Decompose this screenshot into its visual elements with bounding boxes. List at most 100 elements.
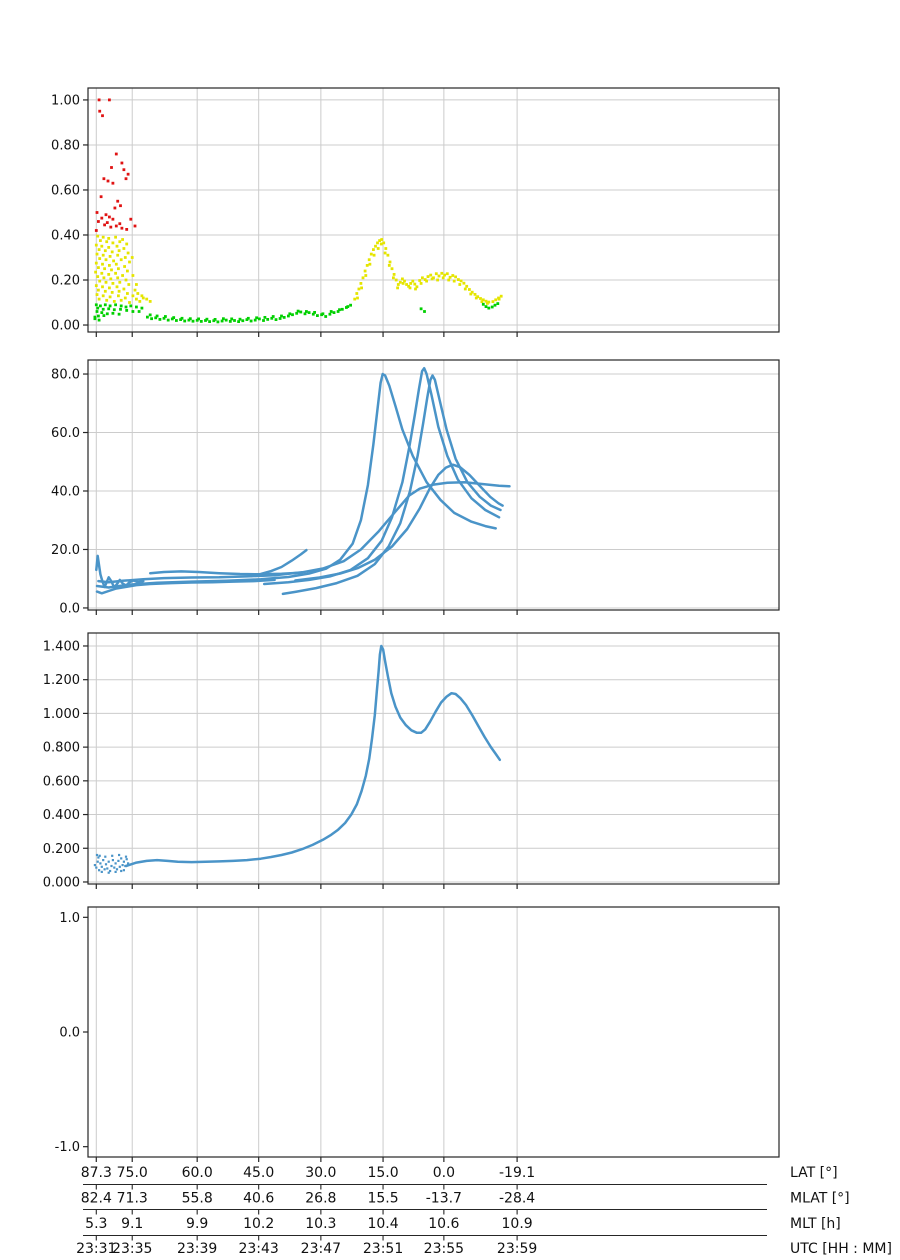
rot-mid-point [360, 286, 363, 290]
ne-noise-point [100, 865, 103, 868]
rot-mid-point [101, 235, 105, 239]
rot-low-point [162, 316, 166, 320]
rot-low-point [311, 312, 315, 316]
y-tick-label: 0.200 [43, 842, 80, 857]
rot-low-point [336, 310, 340, 313]
rot-low-point [423, 310, 426, 313]
bottom-axis: 87.3 75.0 60.0 45.0 30.0 15.0 0.0 -19.1 LAT [°] 8… [76, 1165, 892, 1257]
rot-low-point [496, 302, 500, 305]
rot-mid-point [98, 257, 102, 260]
rot-high-point [95, 211, 99, 214]
rot-mid-point [499, 294, 503, 298]
rot-mid-point [491, 300, 495, 303]
rot-mid-point [403, 279, 406, 283]
rot-low-point [125, 309, 129, 312]
rot-mid-point [437, 274, 441, 278]
rot-mid-point [429, 273, 433, 277]
rot-mid-point [108, 255, 112, 258]
rot-low-point [180, 316, 184, 320]
rot-mid-point [141, 296, 145, 300]
rot-mid-point [365, 264, 369, 267]
y-tick-label: 1.00 [51, 93, 80, 108]
rot-mid-point [458, 283, 462, 286]
rot-mid-point [386, 253, 390, 257]
axis-row-value-2-1: 9.1 [121, 1216, 143, 1232]
rot-mid-point [100, 244, 104, 248]
ne-noise-point [93, 864, 96, 867]
rot-low-point [155, 314, 159, 318]
rot-low-point [97, 314, 100, 318]
rot-mid-point [135, 297, 138, 301]
rot-mid-point [107, 273, 111, 276]
rot-mid-point [443, 273, 446, 277]
rot-mid-point [457, 278, 460, 281]
rot-mid-point [378, 239, 381, 242]
axis-row-value-2-2: 9.9 [186, 1216, 208, 1232]
rot-low-point [137, 310, 141, 313]
rot-low-point [191, 319, 195, 323]
rot-mid-point [98, 279, 102, 283]
rot-low-point [278, 317, 282, 320]
rot-mid-point [382, 241, 386, 245]
axis-row-label-3: UTC [HH : MM] [790, 1241, 892, 1257]
tec-track-broad49 [294, 463, 504, 582]
panel-4: -1.0 0.0 1.0 [55, 906, 780, 1162]
rot-low-point [329, 310, 333, 313]
rot-low-point [338, 308, 341, 312]
axis-row-value-2-7: 10.9 [502, 1216, 533, 1232]
rot-mid-point [111, 241, 115, 245]
y-tick-label: 0.400 [43, 808, 80, 823]
ne-noise-point [100, 870, 103, 873]
rot-mid-point [374, 244, 377, 248]
rot-low-point [484, 305, 488, 308]
rot-high-point [94, 229, 98, 232]
rot-mid-point [107, 237, 111, 240]
ne-noise-point [118, 853, 121, 857]
tec-track-plateau42 [97, 480, 511, 584]
rot-mid-point [479, 297, 482, 300]
panel-series [93, 644, 502, 874]
rot-mid-point [413, 282, 417, 286]
rot-mid-point [407, 284, 410, 288]
rot-mid-point [130, 256, 134, 259]
rot-mid-point [468, 288, 471, 291]
rot-mid-point [117, 289, 121, 293]
axis-row-value-1-7: -28.4 [499, 1191, 535, 1207]
ne-noise-point [115, 868, 119, 871]
rot-mid-point [430, 277, 434, 281]
rot-low-point [296, 309, 300, 313]
rot-mid-point [441, 276, 445, 280]
rot-high-point [108, 215, 111, 219]
rot-high-point [116, 199, 120, 203]
rot-mid-point [135, 283, 138, 286]
rot-low-point [349, 303, 352, 307]
axis-row-value-0-1: 75.0 [117, 1165, 148, 1181]
rot-mid-point [125, 242, 129, 246]
rot-high-point [125, 228, 129, 231]
tec-track-upper [148, 570, 304, 576]
rot-mid-point [473, 293, 477, 296]
rot-mid-point [372, 248, 375, 251]
rot-low-point [282, 316, 286, 319]
rot-low-point [102, 314, 106, 317]
rot-mid-point [463, 287, 467, 291]
axis-row-value-3-6: 23:55 [424, 1241, 464, 1257]
rot-mid-point [101, 262, 104, 266]
rot-low-point [154, 316, 158, 320]
axis-row-value-3-0: 23:31 [76, 1241, 116, 1257]
ne-noise-point [118, 865, 121, 868]
rot-low [93, 302, 500, 324]
rot-mid-point [109, 277, 113, 281]
rot-high-point [99, 195, 103, 199]
rot-low-point [213, 318, 217, 321]
rot-low-point [419, 307, 423, 311]
ne-noise-point [107, 871, 110, 874]
rot-low-point [150, 317, 153, 321]
tec-track-peak79 [281, 374, 502, 596]
rot-low-point [233, 319, 236, 322]
rot-mid-point [121, 274, 124, 277]
axis-row-value-3-5: 23:51 [363, 1241, 403, 1257]
